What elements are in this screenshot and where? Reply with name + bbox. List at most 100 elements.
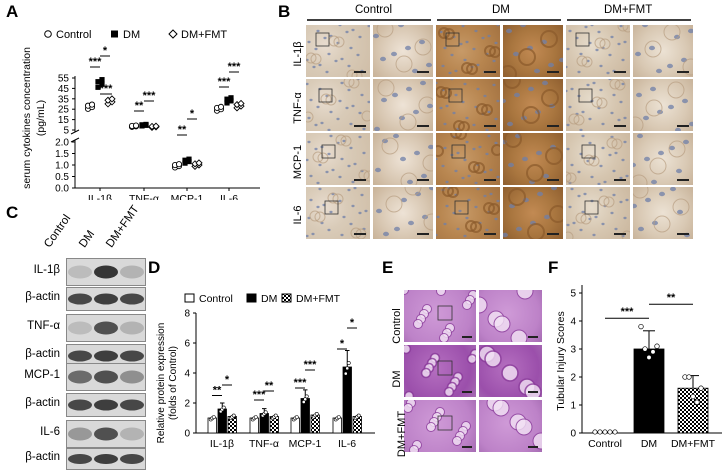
panel-d-significance: ******** ********	[212, 317, 357, 401]
dm-point	[95, 79, 101, 85]
pas-micrograph	[404, 290, 476, 342]
panel-f-xtick: Control	[588, 438, 622, 450]
ihc-micrograph	[566, 133, 630, 185]
legend-dmfmt-label: DM+FMT	[181, 29, 227, 41]
panel-f-ytick: 2	[570, 373, 576, 384]
panel-f-bars	[592, 323, 709, 435]
significance-mark: *	[225, 374, 230, 386]
panel-d-ytick: 6	[184, 339, 190, 350]
panel-d-ytick: 4	[184, 369, 190, 380]
significance-mark: ***	[621, 306, 635, 318]
panel-a-ytick: 35	[58, 94, 70, 105]
panel-d-ytick: 8	[184, 309, 190, 320]
significance-mark: *	[103, 45, 108, 57]
panel-a-ylabel-1: serum cytokines concentration	[21, 47, 33, 189]
blot-label: β-actin	[25, 348, 60, 360]
panel-a-ytick: 55	[58, 74, 70, 85]
dm-point	[182, 157, 188, 163]
ihc-micrograph	[306, 133, 370, 185]
ihc-micrograph	[436, 79, 500, 131]
panel-d-xtick: TNF-α	[249, 438, 279, 450]
significance-mark: ***	[218, 76, 232, 88]
panel-d-legend-control: Control	[199, 293, 233, 305]
ihc-micrograph	[306, 187, 370, 239]
dm-point	[143, 121, 149, 128]
dm-point	[99, 81, 105, 87]
dm-point	[139, 122, 145, 128]
dm-point	[224, 96, 230, 102]
panel-a-xtick: MCP-1	[171, 193, 204, 200]
legend-control-label: Control	[56, 29, 91, 41]
significance-mark: ***	[143, 90, 157, 102]
significance-mark: **	[265, 380, 274, 392]
significance-mark: *	[350, 317, 355, 329]
panel-d-ylabel-2: (folds of Control)	[168, 346, 179, 420]
blot-label: β-actin	[25, 397, 60, 409]
panel-a-ytick: 0.5	[55, 172, 69, 183]
panel-d-legend-dmfmt: DM+FMT	[296, 293, 341, 305]
dm-point	[228, 98, 234, 104]
panel-letter-c: C	[6, 203, 19, 222]
significance-mark: ***	[228, 61, 242, 73]
ihc-micrograph	[373, 25, 433, 77]
significance-mark: *	[340, 338, 345, 350]
dmfmt-point	[237, 99, 245, 108]
ihc-micrograph	[436, 187, 500, 239]
panel-a-points	[84, 77, 245, 171]
blot-strip	[66, 363, 146, 391]
control-point	[175, 161, 183, 168]
dm-point	[99, 77, 105, 83]
panel-f-chart: Tubular Injury Scores 0 1 2 3 4 5 Control DM DM…	[555, 285, 722, 450]
legend-dm-marker	[111, 30, 118, 38]
panel-d-ytick: 0	[184, 429, 190, 440]
legend-dm-label: DM	[123, 29, 140, 41]
panel-c-lane-control: Control	[42, 212, 74, 250]
panel-a-ytick: 25	[58, 105, 70, 116]
panel-d-bar	[217, 408, 227, 434]
control-point	[132, 122, 140, 129]
panel-b-row-tnfa: TNF-α	[292, 92, 304, 124]
significance-mark: ***	[253, 389, 267, 401]
panel-a-ytick: 1.5	[55, 149, 69, 160]
ihc-micrograph	[633, 187, 693, 239]
dm-point	[95, 84, 101, 90]
pas-micrograph	[404, 400, 476, 452]
panel-f-ytick: 0	[570, 429, 576, 440]
legend-control-marker	[44, 30, 52, 38]
panel-letter-f: F	[548, 258, 559, 277]
panel-a-xtick: IL-6	[220, 193, 238, 200]
pas-micrograph	[479, 345, 542, 397]
panel-e-row-control: Control	[391, 308, 403, 344]
ihc-micrograph	[566, 25, 630, 77]
panel-f-ytick: 1	[570, 401, 576, 412]
blot-label: MCP-1	[24, 369, 60, 381]
panel-a-ytick: 1.0	[55, 161, 69, 172]
blot-strip	[66, 393, 146, 417]
panel-f-ytick: 5	[570, 289, 576, 300]
panel-a-xtick: IL-1β	[88, 193, 112, 200]
blot-strip	[66, 287, 146, 311]
panel-letter-d: D	[148, 258, 161, 277]
legend-dmfmt-marker	[168, 29, 178, 39]
blot-label: β-actin	[25, 451, 60, 463]
blot-label: TNF-α	[27, 320, 60, 332]
ihc-micrograph	[633, 133, 693, 185]
panel-a-ytick: 0.0	[55, 184, 69, 195]
significance-mark: **	[178, 124, 187, 136]
significance-mark: ***	[100, 83, 114, 95]
blot-label: β-actin	[25, 291, 60, 303]
panel-e-row-dmfmt: DM+FMT	[396, 410, 408, 458]
panel-a-xticks: IL-1β TNF-α MCP-1 IL-6	[88, 188, 238, 200]
ihc-micrograph	[373, 79, 433, 131]
panel-letter-b: B	[278, 2, 291, 21]
panel-d-xtick: MCP-1	[289, 438, 322, 450]
ihc-micrograph	[373, 187, 433, 239]
panel-f-bar	[633, 348, 665, 434]
dmfmt-point	[195, 159, 203, 167]
ihc-micrograph	[633, 79, 693, 131]
panel-f-xtick: DM	[641, 438, 657, 450]
significance-mark: ***	[294, 377, 308, 389]
significance-mark: *	[190, 108, 195, 120]
ihc-micrograph	[436, 133, 500, 185]
